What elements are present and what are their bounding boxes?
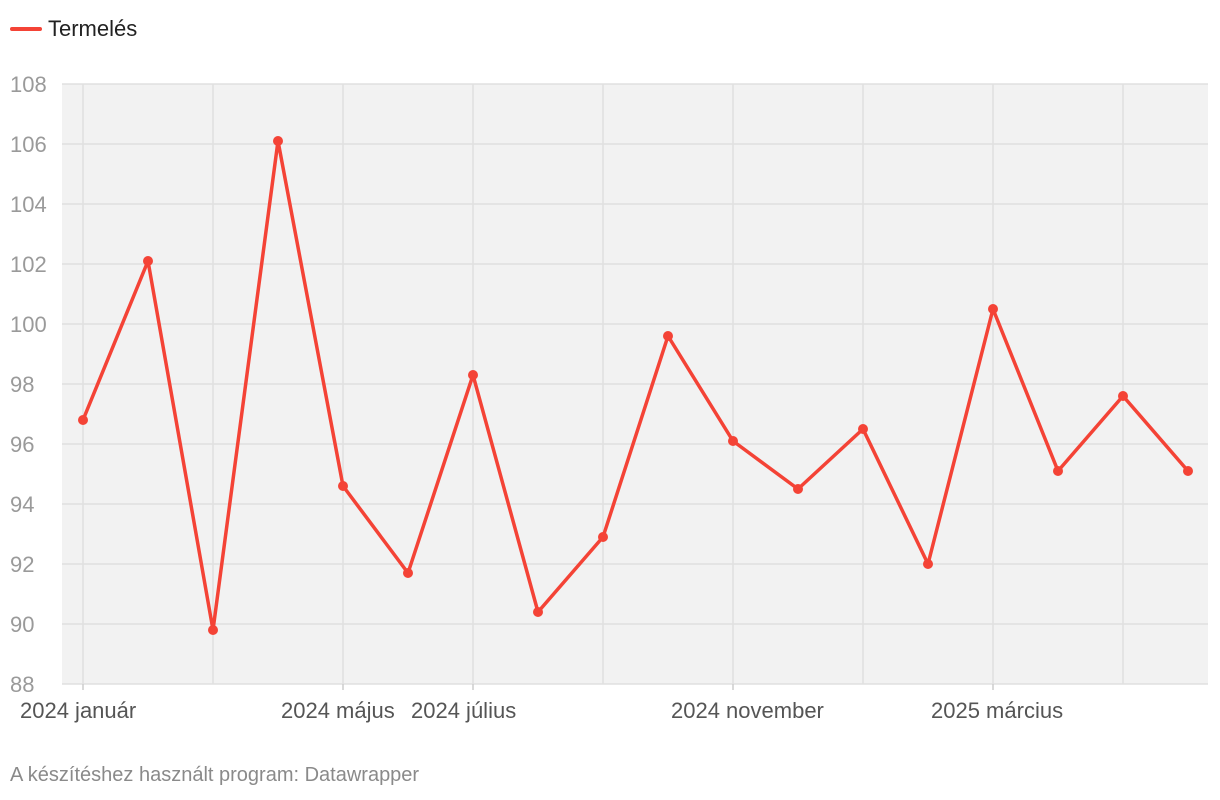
data-point (468, 370, 478, 380)
y-tick-label: 94 (10, 492, 34, 517)
series-line-termeles (81, 139, 1190, 632)
x-tick-label: 2024 november (671, 698, 824, 723)
y-tick-label: 90 (10, 612, 34, 637)
y-tick-label: 98 (10, 372, 34, 397)
y-tick-label: 108 (10, 72, 47, 97)
data-point (793, 484, 803, 494)
data-point (273, 136, 283, 146)
data-point (858, 424, 868, 434)
legend-label: Termelés (48, 16, 138, 41)
y-tick-label: 100 (10, 312, 47, 337)
y-tick-label: 96 (10, 432, 34, 457)
x-tick-label: 2024 július (411, 698, 516, 723)
data-point (1183, 466, 1193, 476)
y-tick-label: 88 (10, 672, 34, 697)
data-point (78, 415, 88, 425)
y-axis: 88 90 92 94 96 98 100 102 104 106 108 (10, 72, 47, 697)
data-point (533, 607, 543, 617)
x-axis: 2024 január 2024 május 2024 július 2024 nov… (20, 684, 1063, 723)
data-point (728, 436, 738, 446)
data-point (663, 331, 673, 341)
data-point (208, 625, 218, 635)
data-point (988, 304, 998, 314)
legend-swatch (10, 27, 42, 31)
data-point (403, 568, 413, 578)
data-point (1053, 466, 1063, 476)
y-tick-label: 104 (10, 192, 47, 217)
y-tick-label: 106 (10, 132, 47, 157)
data-point (923, 559, 933, 569)
data-point (1118, 391, 1128, 401)
x-tick-label: 2025 március (931, 698, 1063, 723)
legend: Termelés (10, 16, 137, 42)
y-tick-label: 92 (10, 552, 34, 577)
y-tick-label: 102 (10, 252, 47, 277)
series-group (78, 136, 1193, 635)
x-tick-label: 2024 január (20, 698, 136, 723)
footer-credit: A készítéshez használt program: Datawrap… (10, 764, 420, 786)
data-point (338, 481, 348, 491)
data-point (598, 532, 608, 542)
x-tick-label: 2024 május (281, 698, 395, 723)
data-point (143, 256, 153, 266)
